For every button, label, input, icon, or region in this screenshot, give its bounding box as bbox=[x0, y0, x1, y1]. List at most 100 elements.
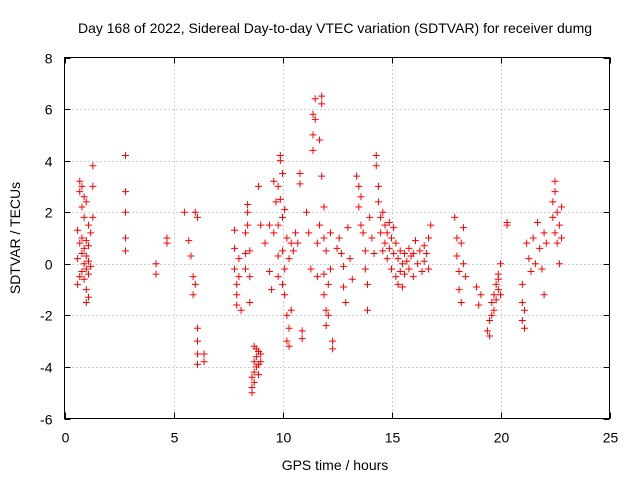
data-point bbox=[329, 337, 337, 345]
data-point bbox=[250, 378, 258, 386]
data-point bbox=[368, 234, 376, 242]
data-point bbox=[200, 358, 208, 366]
data-point bbox=[82, 252, 90, 260]
data-point bbox=[385, 244, 393, 252]
data-point bbox=[241, 229, 249, 237]
data-point bbox=[265, 268, 273, 276]
data-point bbox=[337, 249, 345, 257]
data-point bbox=[457, 239, 465, 247]
data-point bbox=[193, 324, 201, 332]
data-point bbox=[281, 291, 289, 299]
data-point bbox=[335, 234, 343, 242]
data-point bbox=[364, 280, 372, 288]
data-point bbox=[241, 249, 249, 257]
data-point bbox=[492, 280, 500, 288]
data-point bbox=[270, 177, 278, 185]
data-point bbox=[193, 350, 201, 358]
data-point bbox=[231, 226, 239, 234]
data-point bbox=[261, 239, 269, 247]
data-point bbox=[283, 337, 291, 345]
data-point bbox=[296, 170, 304, 178]
data-point bbox=[80, 213, 88, 221]
data-point bbox=[355, 182, 363, 190]
data-point bbox=[374, 182, 382, 190]
data-point bbox=[313, 273, 321, 281]
data-point bbox=[529, 234, 537, 242]
data-point bbox=[318, 172, 326, 180]
data-point bbox=[551, 177, 559, 185]
data-point bbox=[374, 198, 382, 206]
data-point bbox=[457, 298, 465, 306]
data-point bbox=[200, 350, 208, 358]
data-point bbox=[322, 322, 330, 330]
data-point bbox=[540, 291, 548, 299]
data-point bbox=[265, 221, 273, 229]
data-point bbox=[248, 373, 256, 381]
plot-frame bbox=[64, 57, 610, 419]
data-point bbox=[553, 239, 561, 247]
data-point bbox=[255, 371, 263, 379]
data-point bbox=[84, 257, 92, 265]
data-point bbox=[152, 260, 160, 268]
data-point bbox=[309, 146, 317, 154]
data-point bbox=[76, 188, 84, 196]
data-point bbox=[414, 260, 422, 268]
data-point bbox=[311, 115, 319, 123]
data-point bbox=[268, 286, 276, 294]
data-point bbox=[377, 213, 385, 221]
data-point bbox=[191, 280, 199, 288]
data-point bbox=[270, 229, 278, 237]
data-point bbox=[326, 229, 334, 237]
data-point bbox=[536, 244, 544, 252]
data-point bbox=[272, 198, 280, 206]
data-point bbox=[322, 247, 330, 255]
data-point bbox=[558, 234, 566, 242]
data-point bbox=[89, 213, 97, 221]
data-point bbox=[523, 239, 531, 247]
data-point bbox=[379, 247, 387, 255]
data-point bbox=[340, 283, 348, 291]
data-point bbox=[394, 255, 402, 263]
data-point bbox=[78, 203, 86, 211]
data-point bbox=[276, 195, 284, 203]
data-point bbox=[348, 275, 356, 283]
data-point bbox=[244, 200, 252, 208]
data-point bbox=[248, 389, 256, 397]
data-point bbox=[538, 265, 546, 273]
data-point bbox=[346, 255, 354, 263]
data-point bbox=[322, 306, 330, 314]
data-point bbox=[246, 273, 254, 281]
data-point bbox=[385, 219, 393, 227]
data-point bbox=[486, 332, 494, 340]
data-point bbox=[87, 262, 95, 270]
data-point bbox=[409, 249, 417, 257]
data-point bbox=[549, 213, 557, 221]
data-point bbox=[525, 255, 533, 263]
data-point bbox=[189, 291, 197, 299]
y-tick-label: -6 bbox=[40, 412, 53, 428]
data-point bbox=[361, 247, 369, 255]
data-point bbox=[316, 136, 324, 144]
data-point bbox=[241, 265, 249, 273]
data-point bbox=[344, 224, 352, 232]
data-point bbox=[324, 280, 332, 288]
data-point bbox=[80, 260, 88, 268]
data-point bbox=[527, 268, 535, 276]
data-point bbox=[274, 221, 282, 229]
data-point bbox=[283, 311, 291, 319]
data-point bbox=[309, 131, 317, 139]
data-point bbox=[422, 249, 430, 257]
data-points bbox=[74, 92, 566, 397]
data-point bbox=[191, 208, 199, 216]
y-tick-label: 6 bbox=[45, 102, 53, 118]
data-point bbox=[486, 317, 494, 325]
data-point bbox=[361, 265, 369, 273]
data-point bbox=[274, 182, 282, 190]
data-point bbox=[381, 221, 389, 229]
data-point bbox=[459, 224, 467, 232]
data-point bbox=[357, 193, 365, 201]
data-point bbox=[357, 221, 365, 229]
data-point bbox=[405, 244, 413, 252]
data-point bbox=[497, 260, 504, 268]
data-point bbox=[372, 151, 380, 159]
